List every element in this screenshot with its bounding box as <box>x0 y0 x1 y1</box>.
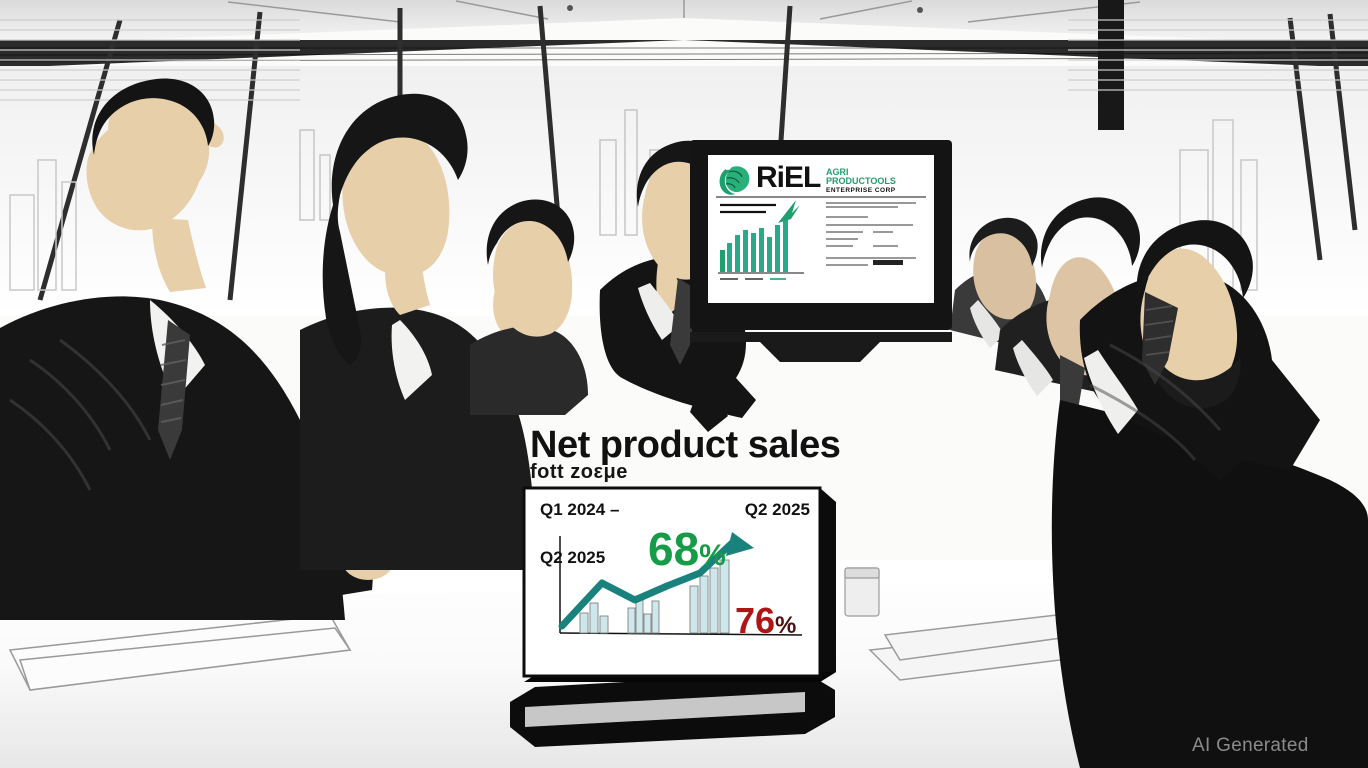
svg-text:PRODUCTOOLS: PRODUCTOOLS <box>826 176 896 186</box>
svg-text:RiEL: RiEL <box>756 161 821 194</box>
svg-text:ENTERPRISE CORP: ENTERPRISE CORP <box>826 187 896 194</box>
